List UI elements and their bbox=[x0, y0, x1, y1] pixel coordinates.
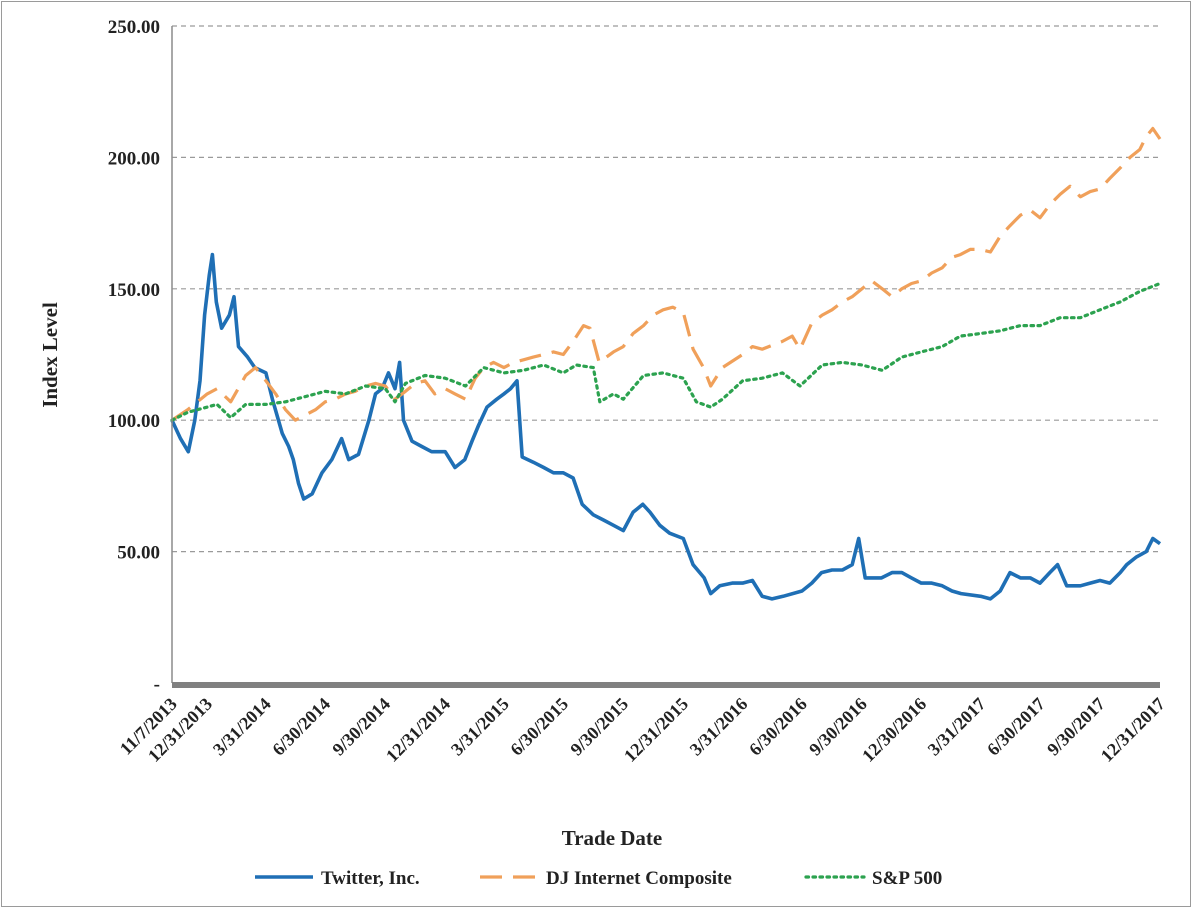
legend: Twitter, Inc. DJ Internet Composite S&P 50… bbox=[255, 868, 942, 889]
x-axis-ticks: 11/7/201312/31/20133/31/20146/30/20149/3… bbox=[116, 694, 1169, 766]
x-tick-label: 3/31/2017 bbox=[924, 694, 990, 760]
x-tick-label: 6/30/2017 bbox=[983, 694, 1049, 760]
y-tick-label: 150.00 bbox=[108, 280, 160, 301]
x-tick-label: 6/30/2014 bbox=[268, 694, 334, 760]
x-tick-label: 3/31/2015 bbox=[447, 694, 513, 760]
x-tick-label: 6/30/2015 bbox=[506, 694, 572, 760]
series-lines bbox=[170, 126, 1162, 601]
x-axis-title: Trade Date bbox=[562, 826, 663, 850]
x-tick-label: 12/31/2015 bbox=[620, 694, 692, 766]
series-line-0 bbox=[170, 252, 1162, 601]
y-tick-label: - bbox=[154, 674, 160, 695]
legend-label-0: Twitter, Inc. bbox=[321, 868, 420, 889]
series-line-2 bbox=[170, 281, 1162, 422]
y-tick-label: 200.00 bbox=[108, 148, 160, 169]
y-tick-label: 250.00 bbox=[108, 17, 160, 38]
series-line-1 bbox=[171, 126, 1162, 422]
legend-label-1: DJ Internet Composite bbox=[546, 868, 732, 889]
gridlines bbox=[172, 25, 1160, 553]
x-tick-label: 6/30/2016 bbox=[745, 694, 811, 760]
y-tick-label: 50.00 bbox=[117, 543, 160, 564]
x-tick-label: 12/31/2017 bbox=[1097, 694, 1169, 766]
x-tick-label: 12/30/2016 bbox=[858, 694, 930, 766]
x-tick-label: 12/31/2014 bbox=[382, 694, 454, 766]
y-tick-label: 100.00 bbox=[108, 411, 160, 432]
y-axis-title: Index Level bbox=[38, 302, 62, 408]
x-tick-label: 3/31/2016 bbox=[686, 694, 752, 760]
legend-label-2: S&P 500 bbox=[872, 868, 942, 889]
y-axis-ticks: - 50.00 100.00 150.00 200.00 250.00 bbox=[108, 17, 160, 695]
x-tick-label: 3/31/2014 bbox=[209, 694, 275, 760]
